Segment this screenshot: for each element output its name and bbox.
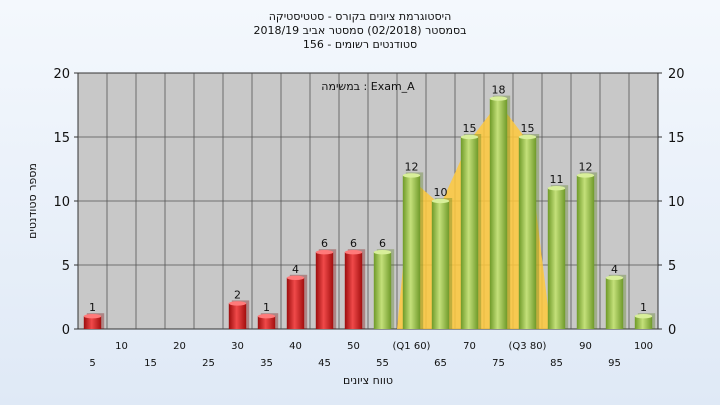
bar-value-label: 10 (434, 186, 448, 199)
bar-top (402, 173, 421, 178)
bar-value-label: 12 (579, 160, 593, 173)
bar-value-label: 1 (640, 301, 647, 314)
bar-value-label: 6 (321, 237, 328, 250)
bar-top (286, 275, 305, 280)
bar-value-label: 18 (492, 84, 506, 97)
bar-top (431, 198, 450, 204)
x-tick-label: 70 (463, 341, 476, 352)
x-tick-label: 100 (634, 341, 653, 352)
bar (315, 252, 334, 329)
x-tick-label: 25 (202, 358, 215, 369)
bar (460, 137, 479, 329)
x-tick-label: 35 (260, 358, 273, 369)
chart-title: היסטוגרמת ציונים בקורס - סטטיסטיקה (268, 10, 452, 23)
y-tick-label-left: 5 (62, 259, 70, 274)
y-tick-label-left: 15 (53, 131, 70, 146)
bar-top (344, 250, 363, 255)
bar-top (228, 301, 247, 306)
bar-value-label: 11 (550, 173, 564, 186)
bar-value-label: 15 (521, 122, 535, 135)
x-axis-title: טווח ציונים (343, 374, 393, 387)
bar (402, 175, 421, 329)
x-tick-label: 10 (115, 341, 128, 352)
bar-value-label: 6 (379, 237, 386, 250)
x-tick-label: 30 (231, 341, 244, 352)
x-tick-label: 45 (318, 358, 331, 369)
x-tick-label: 85 (550, 358, 563, 369)
bar-value-label: 1 (89, 301, 96, 314)
bar (605, 277, 624, 329)
x-tick-label: (Q1 60) (393, 341, 431, 352)
bar (518, 137, 537, 329)
x-tick-label: 95 (608, 358, 621, 369)
y-axis-title: מספר סטודנטים (26, 163, 39, 239)
bar-value-label: 12 (405, 160, 419, 173)
x-tick-label: 40 (289, 341, 302, 352)
bar-top (547, 186, 566, 191)
bar-value-label: 4 (292, 263, 299, 276)
bar (257, 316, 276, 329)
x-tick-label: 20 (173, 341, 186, 352)
bar-top (576, 173, 595, 178)
y-tick-label-left: 0 (62, 323, 70, 338)
x-tick-label: 5 (89, 358, 95, 369)
y-tick-label-right: 0 (668, 323, 676, 338)
bar (83, 316, 102, 329)
y-tick-label-right: 10 (668, 195, 685, 210)
bar-top (634, 314, 653, 319)
bar (634, 316, 653, 329)
chart-subtitle-semester: בסמסטר (02/2018) סמסטר אביב 2018/19 (253, 24, 467, 37)
x-tick-label: 55 (376, 358, 389, 369)
bar-top (257, 314, 276, 319)
bar (431, 201, 450, 329)
bar (547, 188, 566, 329)
bar-top (315, 250, 334, 255)
bar (344, 252, 363, 329)
bar-top (605, 275, 624, 280)
y-tick-label-right: 5 (668, 259, 676, 274)
bar-top (489, 96, 508, 101)
bar-top (373, 250, 392, 255)
y-tick-label-right: 15 (668, 131, 685, 146)
bar-top (518, 134, 537, 140)
bar-value-label: 15 (463, 122, 477, 135)
task-annotation: במשימה : Exam_A (321, 80, 415, 93)
x-tick-label: (Q3 80) (509, 341, 547, 352)
x-tick-label: 50 (347, 341, 360, 352)
bar-value-label: 6 (350, 237, 357, 250)
chart-subtitle-enrolled: סטודנטים רשומים - 156 (302, 38, 418, 51)
bar (489, 98, 508, 329)
bar-value-label: 2 (234, 288, 241, 301)
y-tick-label-right: 20 (668, 67, 685, 82)
x-tick-label: 65 (434, 358, 447, 369)
bar (373, 252, 392, 329)
bar-value-label: 4 (611, 263, 618, 276)
bar-top (460, 134, 479, 140)
bar (228, 303, 247, 329)
y-tick-label-left: 20 (53, 67, 70, 82)
y-tick-label-left: 10 (53, 195, 70, 210)
bar-top (83, 314, 102, 319)
bar (576, 175, 595, 329)
x-tick-label: 90 (579, 341, 592, 352)
x-tick-label: 15 (144, 358, 157, 369)
bar (286, 277, 305, 329)
x-tick-label: 75 (492, 358, 505, 369)
bar-value-label: 1 (263, 301, 270, 314)
